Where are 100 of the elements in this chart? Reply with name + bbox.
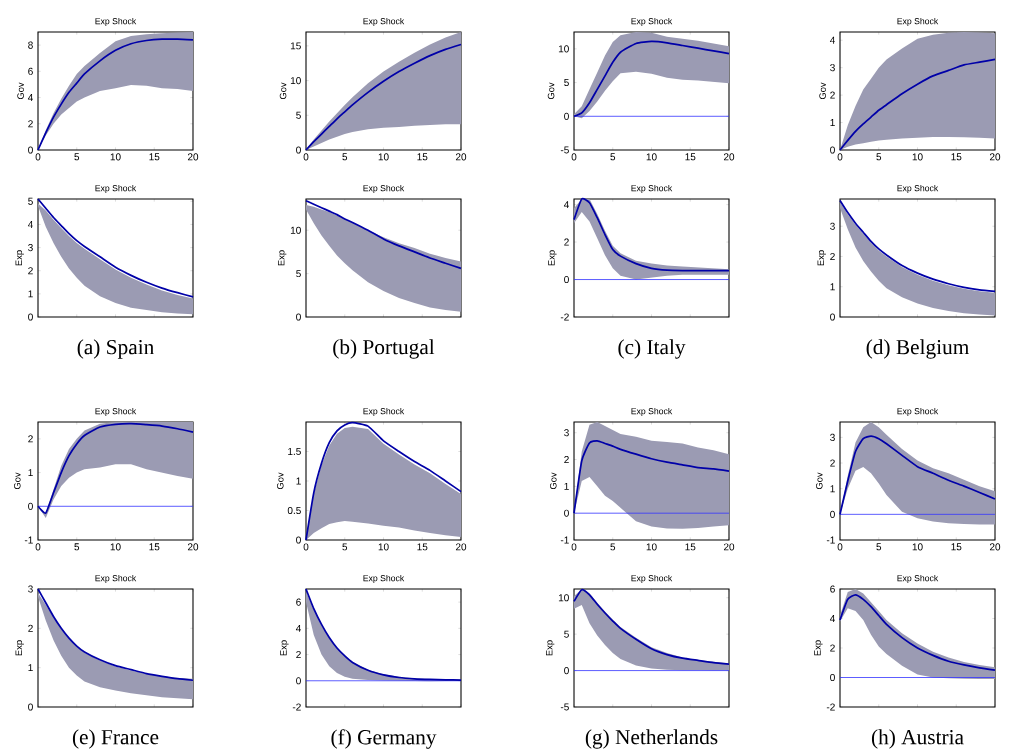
y-tick-label: 0 [296, 146, 301, 154]
chart-title: Exp Shock [95, 184, 137, 193]
line-series [839, 58, 996, 151]
x-tick-label: 0 [837, 153, 843, 161]
y-tick-label: 3 [830, 222, 835, 230]
y-tick-label: 6 [830, 585, 835, 593]
x-tick-label: 0 [35, 543, 41, 551]
y-tick-label: 3 [830, 64, 835, 72]
y-tick-label: 1 [830, 485, 835, 493]
text: (d) Belgium [866, 339, 970, 359]
line-series [839, 593, 996, 671]
chart-title: Exp Shock [631, 574, 673, 583]
chart-title: Exp Shock [897, 184, 939, 193]
x-tick-label: 20 [187, 153, 199, 161]
x-tick-label: 0 [571, 543, 577, 551]
y-tick-label: 1 [830, 283, 835, 291]
y-tick-label: -1 [560, 536, 569, 544]
chart-title: Exp Shock [95, 17, 137, 26]
y-tick-label: 0 [28, 313, 33, 321]
x-tick-label: 5 [876, 543, 882, 551]
text: (h) Austria [871, 729, 964, 749]
x-tick-label: 20 [723, 153, 735, 161]
x-tick-label: 10 [646, 543, 657, 551]
chart-title: Exp Shock [95, 407, 137, 416]
x-tick-label: 20 [989, 153, 1001, 161]
y-axis-title: Exp [277, 250, 287, 266]
y-tick-label: 10 [290, 76, 301, 85]
y-tick-label: 4 [27, 93, 33, 101]
x-tick-label: 5 [74, 543, 80, 551]
x-tick-label: 20 [455, 543, 467, 551]
y-tick-label: 3 [564, 429, 569, 437]
chart-title: Exp Shock [897, 574, 939, 583]
y-tick-label: -2 [826, 703, 835, 711]
line-series [573, 439, 730, 514]
y-axis-title: Exp [548, 250, 557, 266]
text: (g) Netherlands [585, 729, 718, 749]
x-tick-label: 20 [455, 153, 467, 161]
y-axis-title: Gov [549, 472, 557, 489]
text: (b) Portugal [333, 339, 435, 359]
y-tick-label: 6 [296, 598, 301, 606]
y-tick-label: 2 [28, 267, 33, 275]
y-tick-label: 1 [28, 469, 33, 476]
text: (a) Spain [77, 339, 154, 359]
x-tick-label: 20 [187, 543, 199, 551]
y-tick-label: -1 [826, 536, 835, 544]
y-tick-label: 3 [28, 243, 33, 251]
x-tick-label: 10 [378, 153, 389, 161]
text: (f) Germany [331, 729, 437, 749]
y-tick-label: 2 [564, 238, 569, 246]
x-tick-label: 15 [417, 543, 428, 551]
y-axis-title: Gov [17, 82, 24, 99]
y-tick-label: 10 [558, 594, 569, 602]
y-tick-label: 1 [830, 118, 835, 126]
y-axis-title: Exp [15, 250, 24, 266]
y-tick-label: 1 [564, 482, 569, 490]
y-tick-label: 1 [28, 290, 33, 298]
y-tick-label: 3 [830, 433, 835, 441]
y-tick-label: 1 [28, 664, 33, 671]
x-tick-label: 15 [951, 543, 962, 551]
y-tick-label: 0 [296, 313, 301, 321]
x-tick-label: 20 [989, 543, 1001, 551]
x-tick-label: 15 [685, 153, 696, 161]
y-tick-label: 10 [290, 226, 301, 234]
y-tick-label: 0.5 [287, 506, 301, 514]
chart-title: Exp Shock [631, 17, 673, 26]
line-series [305, 199, 462, 270]
x-tick-label: 15 [685, 543, 696, 551]
y-tick-label: -2 [292, 703, 301, 711]
y-tick-label: 0 [830, 673, 835, 681]
chart-title: Exp Shock [897, 407, 939, 416]
y-tick-label: 0 [830, 313, 835, 321]
y-tick-label: 2 [28, 120, 33, 128]
x-tick-label: 0 [303, 543, 309, 551]
x-tick-label: 0 [35, 153, 41, 161]
y-tick-label: 0 [564, 509, 569, 517]
y-tick-label: 4 [295, 624, 301, 632]
y-tick-label: 4 [563, 201, 569, 208]
y-tick-label: 2 [296, 650, 301, 658]
y-tick-label: -5 [560, 146, 569, 154]
y-tick-label: 2 [564, 455, 569, 463]
x-tick-label: 10 [912, 153, 923, 161]
line-series [839, 199, 996, 293]
y-axis-title: Exp [280, 640, 289, 656]
y-tick-label: 1 [296, 477, 301, 485]
y-axis-title: Exp [15, 640, 24, 656]
y-tick-label: 6 [28, 67, 33, 75]
chart-title: Exp Shock [363, 574, 405, 583]
line-series [839, 435, 996, 516]
chart-title: Exp Shock [363, 184, 405, 193]
x-tick-label: 0 [837, 543, 843, 551]
x-tick-label: 5 [610, 543, 616, 551]
x-tick-label: 5 [74, 153, 80, 161]
x-tick-label: 10 [378, 543, 389, 551]
y-tick-label: -2 [560, 313, 569, 321]
y-tick-label: 2 [28, 624, 33, 632]
x-tick-label: 15 [417, 153, 428, 161]
y-tick-label: 15 [290, 42, 301, 50]
x-tick-label: 10 [110, 153, 121, 161]
chart-title: Exp Shock [363, 407, 405, 416]
y-tick-label: 0 [296, 677, 301, 685]
